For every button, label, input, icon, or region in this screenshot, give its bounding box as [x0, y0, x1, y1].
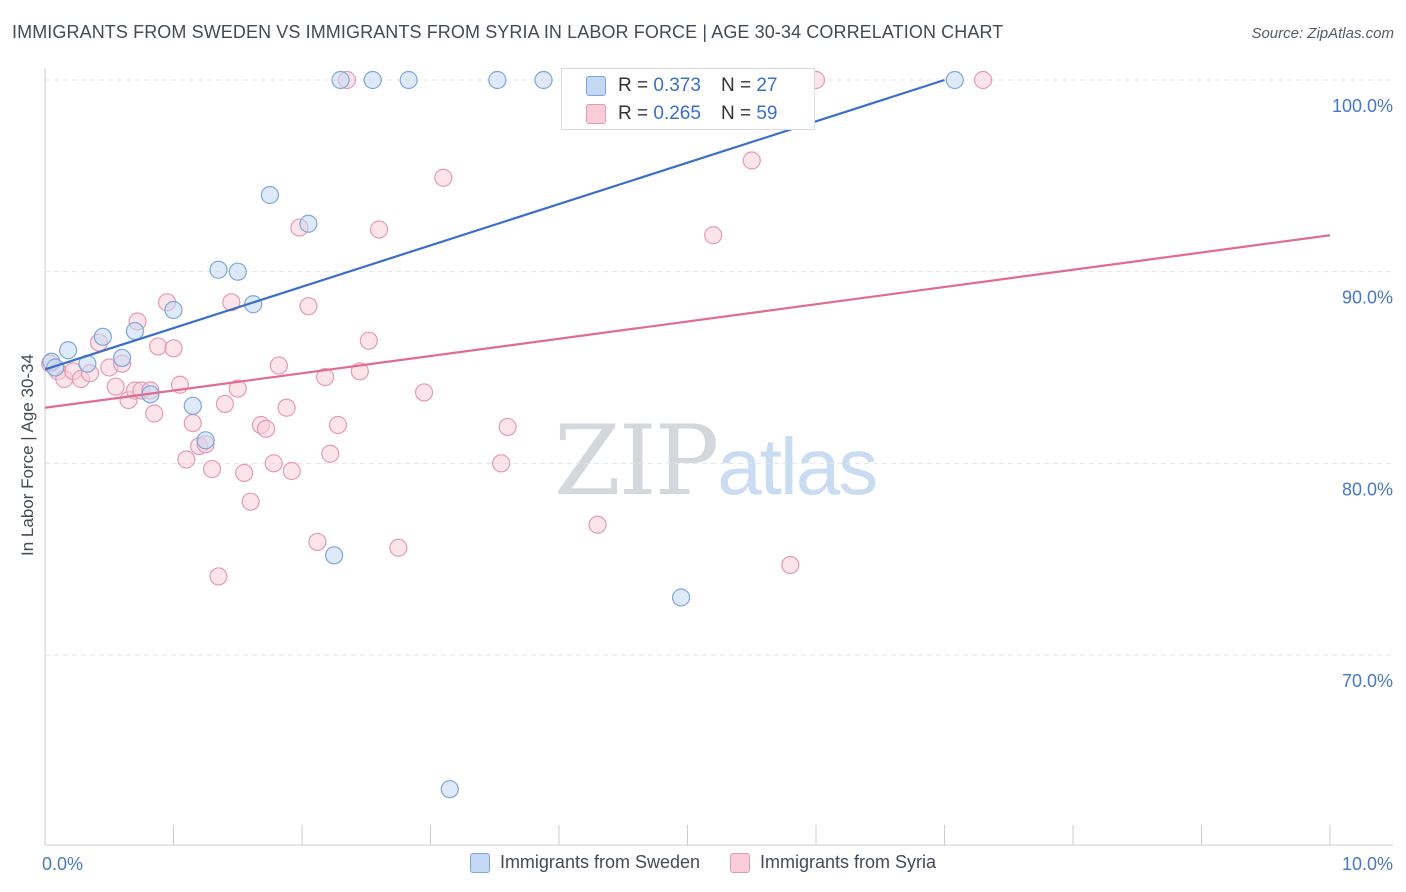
grid-lines — [45, 79, 1393, 656]
sweden-point — [260, 185, 279, 205]
legend-label-syria: Immigrants from Syria — [760, 852, 937, 872]
syria-point — [148, 337, 168, 356]
syria-point — [321, 444, 340, 463]
syria-point — [264, 454, 283, 473]
sweden-point — [945, 70, 964, 90]
sweden-point — [59, 341, 78, 360]
stats-row-syria: R = 0.265 N = 59 — [586, 101, 777, 127]
stats-legend: R = 0.373 N = 27 R = 0.265 N = 59 — [561, 68, 815, 130]
sweden-point — [534, 70, 553, 90]
y-tick-label: 90.0% — [1342, 288, 1393, 308]
syria-point — [742, 151, 761, 170]
syria-point — [588, 515, 607, 534]
syria-point — [492, 454, 511, 473]
sweden-point — [125, 321, 145, 341]
r-label: R = — [618, 103, 649, 124]
sweden-point — [299, 214, 318, 233]
n-label: N = — [720, 103, 752, 124]
syria-trend-line — [44, 234, 1331, 409]
watermark-atlas: atlas — [717, 422, 878, 511]
syria-swatch — [586, 104, 606, 124]
sweden-point — [209, 260, 228, 279]
n-value-sweden: 27 — [756, 75, 778, 96]
source-label: Source: ZipAtlas.com — [1251, 25, 1394, 42]
sweden-point — [440, 780, 459, 799]
sweden-point — [325, 546, 344, 565]
syria-point — [973, 70, 993, 90]
syria-point — [781, 555, 800, 575]
y-tick-label: 70.0% — [1342, 671, 1393, 691]
axes — [44, 68, 1393, 846]
y-tick-label: 80.0% — [1342, 479, 1393, 499]
syria-point — [269, 356, 288, 375]
sweden-point — [46, 358, 65, 377]
syria-point — [328, 415, 348, 435]
syria-point — [241, 492, 260, 511]
syria-point — [299, 297, 318, 316]
syria-point — [209, 567, 228, 586]
sweden-point — [183, 396, 202, 415]
sweden-swatch — [586, 76, 606, 96]
syria-point — [434, 168, 453, 187]
legend-item-syria: Immigrants from Syria — [730, 852, 936, 873]
sweden-point — [93, 327, 112, 346]
syria-point — [215, 394, 234, 414]
syria-point — [414, 383, 434, 402]
syria-point — [282, 461, 301, 481]
syria-point — [359, 331, 378, 350]
legend-swatch-syria — [730, 852, 751, 873]
series-legend: Immigrants from Sweden Immigrants from S… — [0, 852, 1406, 873]
syria-point — [704, 226, 723, 245]
syria-point — [277, 398, 296, 417]
syria-points — [41, 70, 993, 586]
n-value-syria: 59 — [756, 103, 778, 124]
sweden-point — [331, 70, 350, 90]
syria-point — [145, 404, 164, 423]
sweden-point — [196, 431, 215, 450]
watermark-zip: ZIP — [554, 405, 719, 517]
r-value-syria: 0.265 — [653, 103, 701, 124]
syria-point — [389, 538, 408, 557]
syria-point — [370, 220, 389, 239]
syria-point — [183, 413, 202, 433]
sweden-point — [399, 70, 418, 90]
syria-point — [316, 367, 335, 387]
y-tick-label: 100.0% — [1332, 96, 1393, 116]
syria-point — [256, 419, 276, 438]
syria-point — [235, 463, 254, 483]
syria-point — [228, 379, 247, 398]
syria-point — [308, 532, 327, 552]
sweden-point — [671, 588, 691, 607]
x-tick-label-max: 10.0% — [1342, 854, 1393, 874]
syria-point — [202, 459, 222, 479]
x-tick-label-min: 0.0% — [42, 854, 83, 874]
chart-title: IMMIGRANTS FROM SWEDEN VS IMMIGRANTS FRO… — [12, 22, 1004, 42]
syria-point — [222, 293, 241, 312]
sweden-point — [228, 262, 247, 281]
n-label: N = — [720, 75, 752, 96]
r-label: R = — [618, 75, 649, 96]
legend-item-sweden: Immigrants from Sweden — [469, 852, 701, 873]
stats-row-sweden: R = 0.373 N = 27 — [586, 73, 777, 99]
syria-point — [164, 339, 183, 358]
watermark: ZIPatlas — [554, 405, 878, 517]
legend-swatch-sweden — [469, 852, 490, 873]
syria-point — [106, 377, 125, 396]
sweden-point — [363, 70, 382, 90]
sweden-point — [488, 70, 507, 90]
sweden-point — [112, 348, 132, 368]
sweden-point — [164, 300, 183, 320]
legend-label-sweden: Immigrants from Sweden — [499, 852, 701, 872]
syria-point — [498, 417, 517, 437]
syria-point — [177, 450, 196, 469]
tick-labels: 70.0% 80.0% 90.0% 100.0% 0.0% 10.0% — [42, 96, 1393, 874]
r-value-sweden: 0.373 — [653, 75, 701, 96]
